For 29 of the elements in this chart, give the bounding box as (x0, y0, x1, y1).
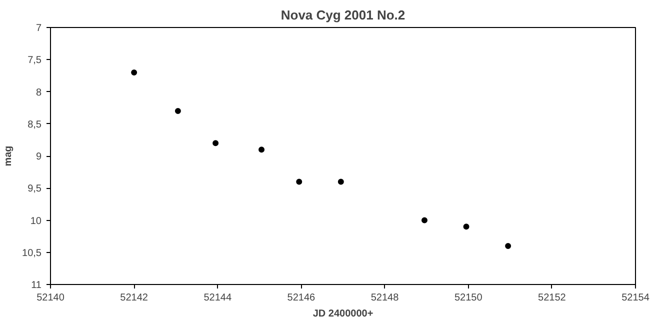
x-tick-label: 52152 (538, 292, 566, 304)
x-tick-label: 52154 (622, 292, 650, 304)
point (338, 178, 344, 185)
point (258, 146, 265, 153)
x-tick-label: 52142 (120, 292, 148, 304)
y-tick-label: 9,5 (28, 184, 42, 195)
x-tick-label: 52148 (370, 292, 400, 304)
point (296, 178, 302, 185)
x-tick-label: 52144 (204, 292, 232, 304)
y-tick-label: 7,5 (28, 55, 42, 66)
y-tick-label: 9 (36, 152, 42, 162)
point (212, 140, 219, 146)
point (505, 242, 512, 249)
point (131, 69, 138, 76)
y-tick-label: 11 (31, 280, 42, 291)
point (174, 108, 181, 114)
y-tick-label: 10,5 (22, 248, 42, 259)
point (463, 224, 470, 230)
y-tick-label: 8 (36, 87, 42, 98)
y-axis-title: mag (3, 146, 14, 166)
chart-title: Nova Cyg 2001 No.2 (280, 8, 406, 22)
y-tick-label: 8,5 (28, 119, 42, 130)
y-tick-label: 10 (30, 216, 42, 227)
x-tick-label: 52140 (36, 292, 65, 304)
x-axis-title: JD 2400000+ (312, 308, 374, 320)
y-tick-label: 7 (36, 23, 42, 34)
x-tick-label: 52150 (454, 292, 483, 304)
point (421, 217, 428, 224)
x-tick-label: 52146 (287, 292, 316, 304)
